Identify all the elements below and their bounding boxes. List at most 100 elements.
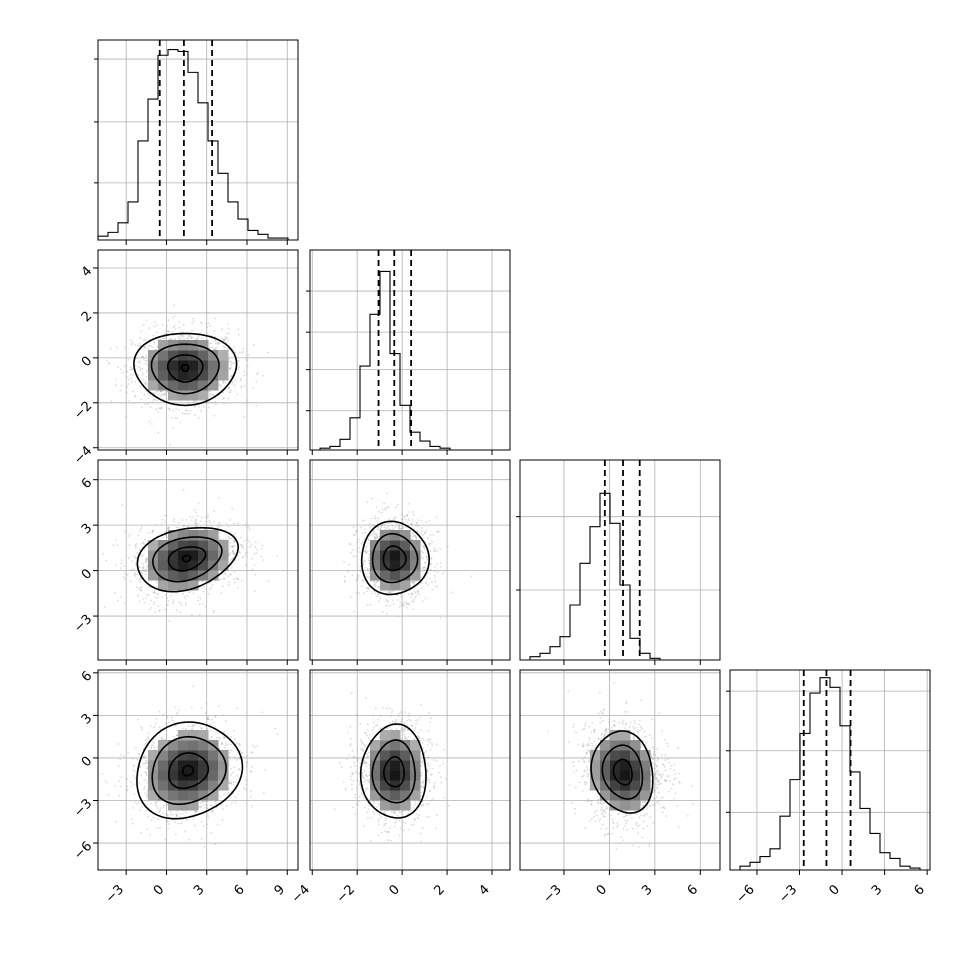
- sample-point: [430, 569, 432, 571]
- sample-point: [204, 605, 207, 608]
- sample-point: [187, 526, 190, 528]
- sample-point: [131, 380, 133, 383]
- sample-point: [387, 525, 390, 528]
- sample-point: [145, 375, 148, 378]
- sample-point: [401, 518, 404, 521]
- density-cell: [218, 540, 229, 551]
- sample-point: [377, 526, 380, 529]
- sample-point: [214, 715, 216, 718]
- sample-point: [267, 579, 270, 582]
- sample-point: [244, 523, 247, 526]
- sample-point: [112, 544, 115, 547]
- sample-point: [377, 600, 380, 603]
- sample-point: [196, 523, 199, 525]
- sample-point: [191, 723, 194, 726]
- sample-point: [142, 755, 145, 758]
- sample-point: [208, 390, 210, 393]
- sample-point: [130, 368, 133, 371]
- sample-point: [223, 396, 225, 399]
- sample-point: [142, 378, 145, 381]
- sample-point: [359, 565, 362, 568]
- sample-point: [130, 569, 133, 571]
- sample-point: [400, 603, 403, 606]
- sample-point: [207, 718, 210, 721]
- sample-point: [197, 335, 200, 338]
- density-cell: [208, 540, 219, 551]
- sample-point: [256, 372, 259, 375]
- sample-point: [145, 774, 148, 777]
- sample-point: [214, 714, 217, 717]
- sample-point: [344, 579, 346, 582]
- density-cell: [188, 540, 199, 551]
- density-cell: [400, 570, 411, 581]
- sample-point: [167, 319, 170, 322]
- sample-point: [230, 546, 233, 548]
- sample-point: [201, 322, 203, 325]
- sample-point: [376, 580, 378, 583]
- sample-point: [166, 529, 168, 532]
- sample-point: [142, 339, 145, 342]
- sample-point: [160, 406, 163, 409]
- density-cell: [178, 340, 189, 351]
- contour-line: [136, 527, 240, 593]
- sample-point: [434, 566, 436, 569]
- sample-point: [374, 532, 377, 535]
- sample-point: [402, 526, 405, 529]
- density-cell: [198, 380, 209, 391]
- sample-point: [144, 570, 147, 573]
- sample-point: [254, 546, 257, 548]
- sample-point: [358, 551, 361, 554]
- sample-point: [236, 742, 238, 744]
- sample-point: [368, 559, 371, 562]
- sample-point: [120, 776, 123, 779]
- density-cell: [208, 380, 219, 391]
- sample-point: [372, 524, 375, 526]
- sample-point: [191, 725, 194, 728]
- sample-point: [144, 346, 147, 348]
- sample-point: [165, 325, 168, 328]
- sample-point: [140, 398, 142, 401]
- sample-point: [399, 601, 402, 604]
- sample-point: [155, 324, 158, 327]
- sample-point: [187, 402, 190, 405]
- sample-point: [241, 545, 244, 548]
- sample-point: [161, 536, 164, 539]
- sample-point: [181, 593, 184, 596]
- sample-point: [203, 846, 206, 848]
- sample-point: [166, 332, 169, 335]
- sample-point: [186, 525, 189, 528]
- x-tick-label: −6: [734, 882, 758, 906]
- sample-point: [216, 525, 219, 528]
- density-cell: [188, 370, 199, 381]
- sample-point: [230, 558, 233, 561]
- sample-point: [140, 543, 142, 545]
- sample-point: [137, 374, 140, 376]
- sample-point: [236, 586, 239, 589]
- sample-point: [172, 326, 175, 329]
- sample-point: [365, 552, 368, 555]
- sample-point: [139, 580, 142, 583]
- sample-point: [240, 546, 243, 548]
- sample-point: [355, 579, 358, 582]
- sample-point: [181, 331, 184, 334]
- sample-point: [183, 595, 186, 598]
- sample-point: [164, 336, 167, 339]
- sample-point: [425, 582, 427, 585]
- sample-point: [138, 530, 141, 533]
- sample-point: [156, 596, 159, 599]
- sample-point: [223, 402, 226, 405]
- sample-point: [423, 547, 426, 550]
- sample-point: [423, 561, 426, 564]
- sample-point: [232, 550, 235, 553]
- sample-point: [143, 382, 146, 384]
- density-cell: [188, 570, 199, 581]
- sample-point: [211, 584, 214, 586]
- density-panel-2: [310, 460, 510, 660]
- density-cell: [390, 530, 401, 541]
- density-cell: [148, 550, 159, 561]
- sample-point: [227, 525, 230, 528]
- density-cell: [208, 360, 219, 371]
- sample-point: [166, 527, 169, 530]
- histogram-panel-1: [306, 250, 510, 451]
- sample-point: [440, 565, 442, 568]
